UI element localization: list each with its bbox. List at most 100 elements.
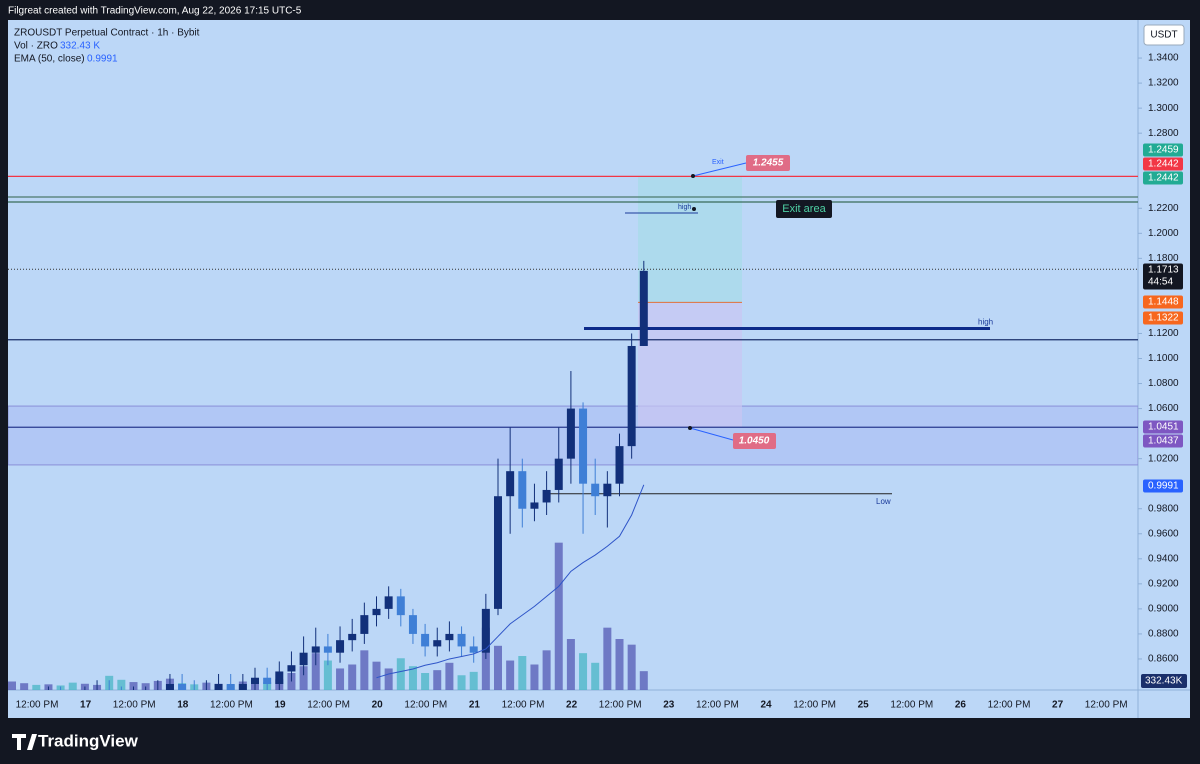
candle-body	[530, 502, 539, 509]
exit-dot	[691, 174, 695, 178]
volume-bar	[311, 653, 320, 690]
volume-bar	[287, 673, 296, 690]
y-tick-label: 1.3000	[1148, 103, 1179, 114]
volume-bar	[408, 666, 417, 690]
legend-volume-label: Vol · ZRO	[14, 41, 58, 52]
candle-body	[372, 608, 381, 616]
stop-connector	[689, 427, 734, 441]
overlay: 1.3400 1.3200 1.3000 1.2800 1.2200 1.2000 1.18…	[16, 53, 1187, 711]
y-tick-label: 0.9400	[1148, 553, 1179, 564]
low-line-label: Low	[876, 497, 891, 506]
price-tag-label: 1.2442	[1148, 173, 1179, 184]
exit-label: Exit	[712, 159, 724, 166]
x-tick-label: 19	[274, 700, 286, 711]
candle-body	[542, 489, 551, 503]
candle-body	[287, 665, 296, 672]
price-tag-label: 0.9991	[1148, 481, 1179, 492]
x-tick-label: 24	[760, 700, 772, 711]
exit-price-tag	[746, 155, 790, 171]
volume-bar	[336, 668, 345, 690]
volume-bar	[518, 656, 527, 690]
volume-bar	[372, 661, 381, 690]
x-tick-label: 12:00 PM	[696, 700, 739, 711]
price-tag	[1143, 157, 1183, 171]
y-tick-label: 0.9200	[1148, 578, 1179, 589]
volume-bar	[433, 670, 442, 690]
price-tag	[1143, 143, 1183, 157]
volume-bar	[591, 662, 600, 690]
candle-body	[165, 683, 174, 690]
exit-area-box	[776, 200, 832, 218]
volume-bar	[323, 660, 332, 690]
x-tick-label: 12:00 PM	[502, 700, 545, 711]
high-label: high	[678, 204, 691, 211]
plot-area	[8, 175, 1138, 690]
y-tick-label: 0.9800	[1148, 503, 1179, 514]
candle-body	[384, 596, 393, 609]
price-tag	[1143, 311, 1183, 325]
candle-body	[457, 633, 466, 647]
candle-body	[554, 458, 563, 490]
price-tag	[1143, 171, 1183, 185]
volume-bar	[494, 645, 502, 690]
stop-price-text: 1.0450	[739, 436, 770, 447]
exit-price-text: 1.2455	[753, 158, 784, 169]
volume-bar	[554, 542, 563, 690]
x-tick-label: 23	[663, 700, 675, 711]
candle-body	[518, 471, 527, 509]
volume-bar	[117, 679, 126, 690]
x-tick-label: 12:00 PM	[16, 700, 59, 711]
candle-body	[348, 633, 357, 641]
legend-ema-value: 0.9991	[87, 54, 118, 65]
volume-bar	[32, 684, 41, 690]
volume-bar	[639, 671, 648, 690]
volume-bar	[421, 673, 430, 690]
candle-body	[408, 615, 417, 634]
x-tick-label: 18	[177, 700, 189, 711]
candle-body	[251, 677, 259, 684]
volume-bar	[20, 683, 29, 690]
price-tag-label: 1.0437	[1148, 436, 1179, 447]
candle-body	[481, 608, 490, 653]
volume-bar	[530, 664, 539, 690]
volume-bar	[129, 682, 138, 690]
currency-button[interactable]	[1143, 24, 1185, 46]
y-tick-label: 1.0800	[1148, 378, 1179, 389]
candle-body	[360, 615, 369, 634]
candle-body	[178, 683, 187, 690]
candle-body	[238, 683, 247, 690]
stop-dot	[688, 426, 692, 430]
header-text: Filgreat created with TradingView.com, A…	[8, 6, 302, 17]
volume-bar	[542, 650, 551, 690]
x-tick-label: 12:00 PM	[307, 700, 350, 711]
candle-body	[506, 471, 515, 497]
footer-bar	[0, 718, 1200, 764]
candle-body	[603, 483, 612, 497]
y-tick-label: 0.9000	[1148, 604, 1179, 615]
position-stop	[638, 302, 742, 428]
ema-line	[376, 484, 645, 679]
volume-bar	[506, 660, 515, 690]
candle-body	[469, 646, 478, 653]
volume-bar	[615, 639, 624, 690]
x-tick-label: 22	[566, 700, 578, 711]
y-tick-label: 0.8600	[1148, 654, 1179, 665]
y-tick-label: 1.1800	[1148, 253, 1179, 264]
x-tick-label: 17	[80, 700, 92, 711]
candle-body	[226, 683, 235, 690]
volume-bar	[469, 671, 478, 690]
price-tag	[1143, 295, 1183, 309]
y-tick-label: 1.1200	[1148, 328, 1179, 339]
price-tag-label: 1.1322	[1148, 313, 1179, 324]
y-tick-label: 0.8800	[1148, 629, 1179, 640]
price-tag-label: 1.0451	[1148, 422, 1179, 433]
candle-body	[299, 652, 308, 666]
currency-label[interactable]: USDT	[1150, 30, 1177, 41]
price-tag-label: 1.2459	[1148, 145, 1179, 156]
volume-tag-label: 332.43K	[1145, 676, 1183, 687]
candle-body	[311, 646, 320, 653]
exit-connector	[692, 162, 747, 177]
candle-body	[433, 640, 442, 647]
